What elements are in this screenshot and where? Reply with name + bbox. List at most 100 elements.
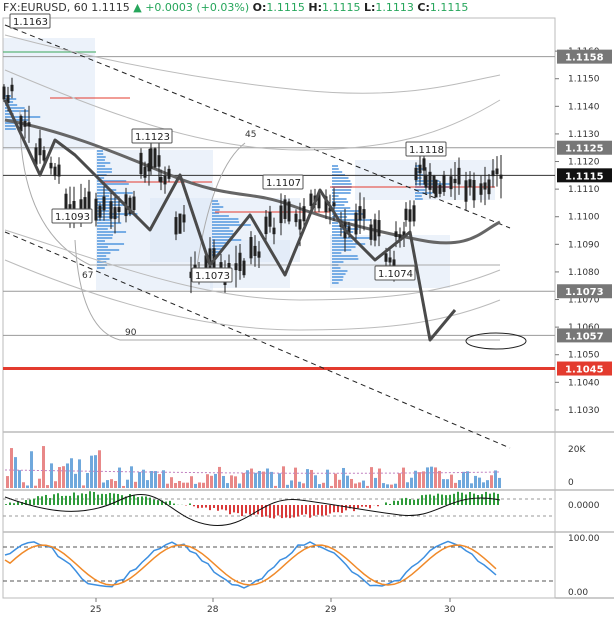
volume-pane[interactable]: 20K 0	[4, 445, 586, 488]
candle-body	[453, 178, 457, 184]
profile-bar	[97, 180, 127, 182]
price-callout-text: 1.1118	[409, 145, 444, 156]
volume-bar	[82, 485, 85, 488]
candle-body	[182, 214, 186, 223]
volume-bar	[202, 482, 205, 488]
profile-bar	[332, 198, 347, 200]
volume-bar	[326, 469, 329, 488]
price-axis[interactable]: 1.1030 1.1040 1.1050 1.1060 1.1070 1.1080 1.10…	[555, 47, 612, 416]
volume-bar	[338, 479, 341, 488]
profile-bar	[332, 252, 342, 254]
profile-bar	[5, 98, 17, 100]
target-ellipse	[465, 332, 527, 350]
candle-body	[402, 231, 406, 238]
candle-body	[2, 86, 6, 100]
profile-bar	[97, 189, 117, 191]
candle-body	[298, 219, 302, 230]
volume-bar	[278, 473, 281, 488]
profile-bar	[212, 254, 220, 256]
volume-bar	[198, 482, 201, 488]
candle-body	[19, 116, 23, 132]
volume-bar	[246, 470, 249, 488]
candle-body	[234, 263, 238, 271]
volume-bar	[226, 483, 229, 488]
profile-bar	[97, 198, 117, 200]
profile-bar	[97, 165, 106, 167]
volume-bar	[418, 472, 421, 488]
candle-body	[442, 174, 446, 192]
candle-body	[87, 191, 91, 210]
volume-bar	[454, 482, 457, 488]
profile-bar	[5, 128, 16, 130]
volume-bar	[170, 477, 173, 488]
volume-bar	[354, 483, 357, 488]
ma-line	[4, 118, 501, 245]
volume-bar	[386, 484, 389, 488]
profile-bar	[97, 162, 111, 164]
candle-body	[332, 202, 336, 207]
y-tick-label: 1.1120	[568, 158, 600, 168]
profile-bar	[212, 236, 232, 238]
candle-body	[412, 205, 416, 222]
profile-bar	[332, 192, 351, 194]
profile-bar	[97, 231, 127, 233]
candle-body	[398, 234, 402, 241]
candle-body	[204, 255, 208, 269]
volume-bar	[70, 458, 73, 488]
volume-bar	[18, 470, 21, 488]
price-tag-text: 1.1115	[565, 171, 604, 182]
price-tag-box	[557, 328, 612, 343]
candle-body	[487, 179, 491, 195]
profile-bar	[97, 150, 103, 152]
profile-bar	[5, 107, 25, 109]
volume-bar	[422, 471, 425, 488]
volume-bar	[346, 475, 349, 488]
volume-bar	[214, 473, 217, 488]
profile-bar	[97, 210, 109, 212]
profile-bar	[415, 189, 426, 191]
profile-bar	[332, 168, 339, 170]
candle-body	[428, 171, 432, 190]
profile-bar	[332, 234, 342, 236]
profile-bar	[332, 219, 372, 221]
candle-body	[268, 211, 272, 227]
volume-bar	[330, 485, 333, 488]
candle-body	[302, 206, 306, 222]
volume-bar	[314, 475, 317, 488]
price-callout-box	[51, 208, 93, 224]
candle-body	[377, 220, 381, 237]
envelope-bands	[4, 34, 501, 331]
candle-body	[264, 216, 268, 235]
candle-body	[238, 252, 242, 271]
volume-bar	[426, 467, 429, 488]
candle-body	[388, 257, 392, 263]
volume-bar	[374, 477, 377, 488]
profile-bar	[212, 215, 229, 217]
volume-bar	[182, 482, 185, 488]
profile-bar	[97, 171, 112, 173]
candle-body	[83, 197, 87, 209]
profile-bar	[332, 273, 346, 275]
stochastic-pane[interactable]: 100.00 0.00	[3, 534, 600, 598]
profile-bar	[332, 282, 339, 284]
up-arrow-icon: ▲	[133, 1, 142, 14]
macd-pane[interactable]: 0.0000	[3, 491, 600, 526]
profile-bar	[97, 195, 110, 197]
volume-bar	[138, 471, 141, 488]
volume-bar	[254, 472, 257, 488]
time-axis[interactable]: 25 28 29 30	[90, 598, 456, 615]
volume-bar	[50, 463, 53, 488]
last-price: 1.1115	[91, 1, 130, 14]
open-label: O:	[252, 1, 267, 14]
price-callout-box	[374, 265, 416, 281]
candle-body	[324, 196, 328, 213]
candle-body	[495, 168, 499, 175]
price-callout-text: 1.1074	[378, 269, 413, 280]
volume-bar	[298, 481, 301, 488]
candle-body	[272, 227, 276, 235]
volume-bar	[190, 476, 193, 488]
candle-body	[193, 264, 197, 270]
volume-bar	[122, 485, 125, 488]
candle-body	[432, 175, 436, 193]
